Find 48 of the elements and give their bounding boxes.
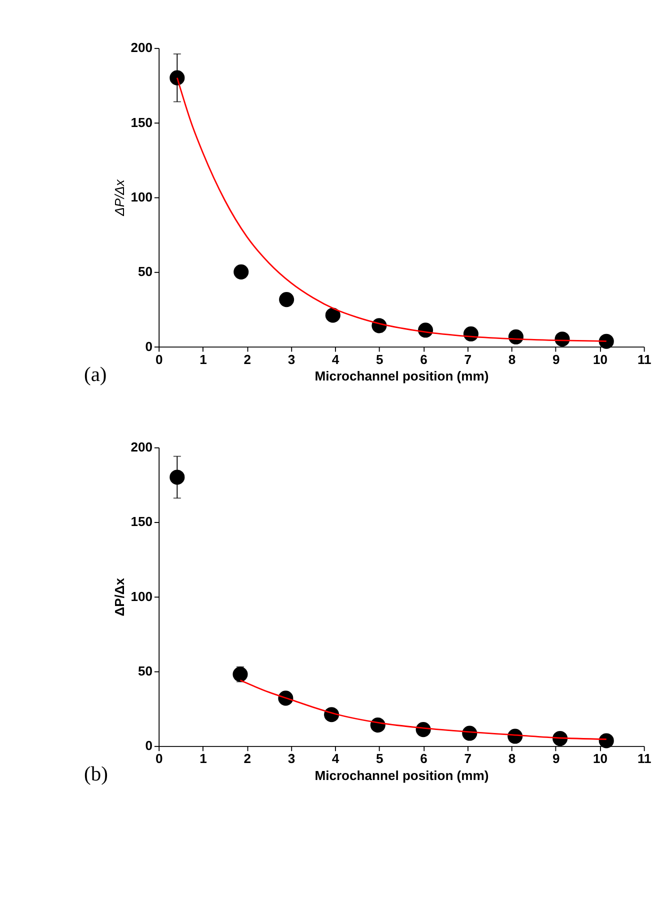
x-axis-title: Microchannel position (mm) xyxy=(314,768,489,784)
x-tick-label: 4 xyxy=(332,352,340,367)
x-tick-label: 5 xyxy=(376,751,384,766)
x-tick-label: 10 xyxy=(592,352,608,367)
x-tick-label: 2 xyxy=(244,352,251,367)
x-tick-label: 11 xyxy=(637,352,652,367)
x-tick-label: 9 xyxy=(552,352,560,367)
text: (b) xyxy=(84,763,108,786)
point xyxy=(170,470,185,485)
x-tick-label: 7 xyxy=(464,352,472,367)
x-tick-label: 5 xyxy=(376,352,384,367)
y-tick-label: 100 xyxy=(130,588,153,604)
x-tick-label: 8 xyxy=(508,352,516,367)
x-tick-label: 0 xyxy=(155,751,163,766)
y-tick-label: 50 xyxy=(138,264,153,280)
x-tick-label: 7 xyxy=(464,751,472,766)
point xyxy=(598,334,614,349)
y-axis-title: ΔP/Δx xyxy=(112,179,128,217)
x-tick-label: 6 xyxy=(420,751,428,766)
y-tick-label: 50 xyxy=(138,664,153,679)
x-tick-label: 10 xyxy=(592,751,608,766)
y-tick-label: 200 xyxy=(130,440,153,455)
x-tick-label: 1 xyxy=(200,751,207,766)
y-tick-label: 150 xyxy=(130,114,153,130)
x-tick-label: 8 xyxy=(508,751,516,766)
y-tick-label: 200 xyxy=(130,40,153,56)
x-tick-label: 0 xyxy=(155,352,163,367)
point xyxy=(325,308,340,323)
point xyxy=(234,264,249,280)
text: (a) xyxy=(84,364,107,386)
y-tick-label: 100 xyxy=(130,189,153,204)
y-tick-label: 0 xyxy=(145,338,153,354)
x-tick-label: 3 xyxy=(288,352,296,367)
y-tick-label: 150 xyxy=(130,514,153,530)
x-axis-title: Microchannel position (mm) xyxy=(314,368,489,384)
y-tick-label: 0 xyxy=(145,738,153,754)
x-tick-label: 3 xyxy=(288,751,296,766)
point xyxy=(279,292,294,308)
point xyxy=(170,70,185,86)
x-tick-label: 6 xyxy=(420,352,428,367)
y-axis-title: ΔP/Δx xyxy=(112,577,128,616)
x-tick-label: 9 xyxy=(552,751,560,766)
point xyxy=(232,666,248,682)
x-tick-label: 1 xyxy=(200,352,207,367)
x-tick-label: 2 xyxy=(244,751,251,766)
x-tick-label: 4 xyxy=(332,751,340,766)
x-tick-label: 11 xyxy=(637,751,652,766)
point xyxy=(598,733,614,748)
